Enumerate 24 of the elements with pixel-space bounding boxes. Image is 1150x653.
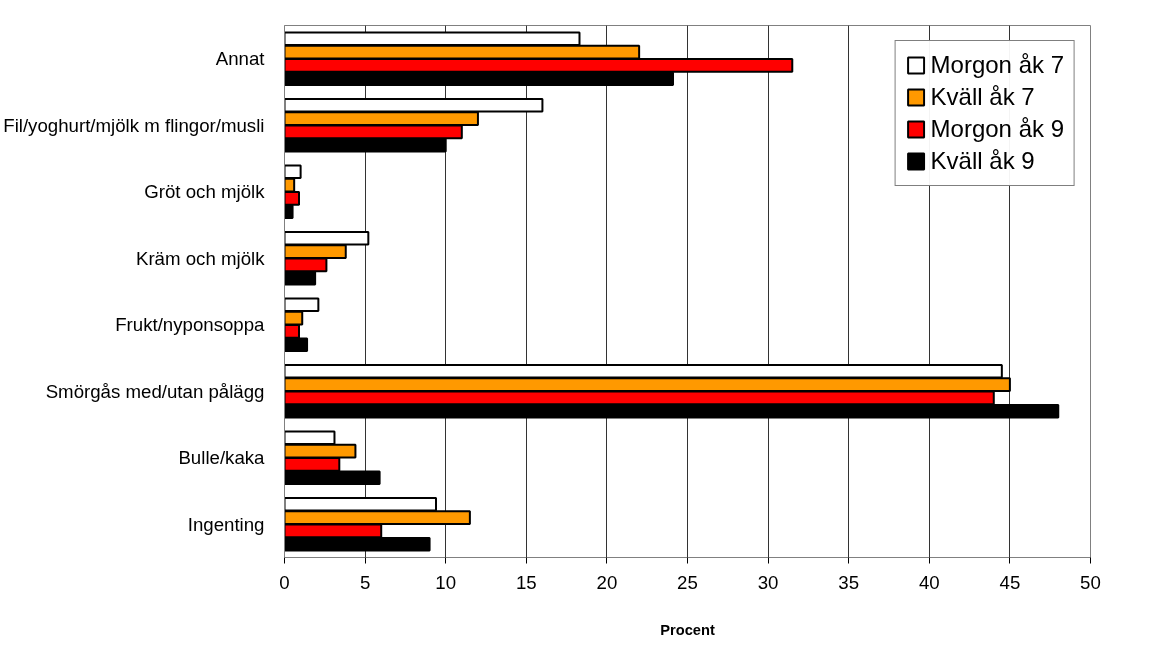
x-tick-label: 25 — [677, 571, 698, 593]
x-tick-label: 10 — [435, 571, 457, 593]
x-tick-label: 5 — [359, 571, 371, 593]
y-tick-label: Frukt/nyponsoppa — [115, 314, 266, 336]
y-tick-label: Kräm och mjölk — [135, 247, 266, 269]
x-tick-label: 45 — [999, 571, 1021, 593]
x-tick-label: 15 — [515, 571, 537, 593]
y-tick-label: Bulle/kaka — [178, 447, 266, 469]
legend-label: Morgon åk 9 — [930, 115, 1064, 143]
y-tick-label: Annat — [215, 48, 266, 70]
x-tick-label: 0 — [279, 571, 290, 593]
x-tick-label: 35 — [838, 571, 860, 593]
x-tick-label: 30 — [757, 571, 779, 593]
x-tick-label: 50 — [1080, 571, 1101, 593]
x-axis-title: Procent — [660, 621, 715, 638]
x-tick-label: 20 — [596, 571, 618, 593]
x-tick-label: 40 — [918, 571, 940, 593]
legend-label: Morgon åk 7 — [930, 51, 1064, 79]
y-tick-label: Ingenting — [187, 513, 265, 535]
y-tick-label: Fil/yoghurt/mjölk m flingor/musli — [3, 114, 265, 136]
y-tick-label: Gröt och mjölk — [144, 181, 266, 203]
legend-label: Kväll åk 9 — [930, 147, 1035, 175]
legend-label: Kväll åk 7 — [930, 83, 1035, 111]
y-tick-label: Smörgås med/utan pålägg — [45, 380, 265, 402]
